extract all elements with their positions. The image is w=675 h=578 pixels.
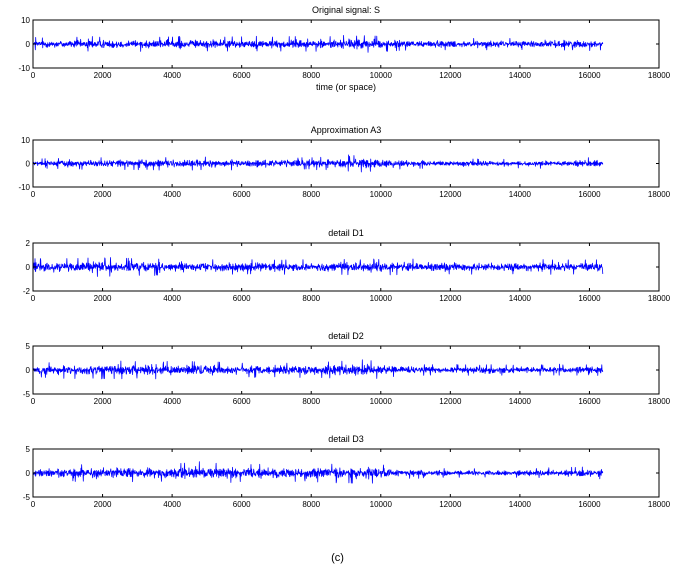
x-tick-label: 0 xyxy=(31,500,36,509)
x-tick-label: 8000 xyxy=(302,294,320,303)
subplot-4: 0 2000 4000 6000 8000 10000 12000 14000 16000 180… xyxy=(23,331,671,406)
x-tick-label: 14000 xyxy=(509,294,532,303)
y-tick-label: 0 xyxy=(26,263,31,272)
x-tick-label: 16000 xyxy=(578,294,601,303)
x-tick-label: 4000 xyxy=(163,71,181,80)
x-tick-label: 10000 xyxy=(370,294,393,303)
subplot-title: Approximation A3 xyxy=(311,125,382,135)
y-tick-label: -10 xyxy=(18,183,30,192)
x-tick-label: 2000 xyxy=(94,71,112,80)
x-tick-label: 8000 xyxy=(302,71,320,80)
x-tick-label: 14000 xyxy=(509,500,532,509)
x-tick-label: 18000 xyxy=(648,294,671,303)
subplot-5: 0 2000 4000 6000 8000 10000 12000 14000 16000 180… xyxy=(23,434,671,509)
x-tick-label: 10000 xyxy=(370,500,393,509)
x-tick-label: 18000 xyxy=(648,71,671,80)
x-tick-label: 6000 xyxy=(233,71,251,80)
x-tick-label: 0 xyxy=(31,190,36,199)
x-tick-label: 16000 xyxy=(578,500,601,509)
x-tick-label: 4000 xyxy=(163,500,181,509)
x-tick-label: 14000 xyxy=(509,190,532,199)
x-tick-label: 4000 xyxy=(163,190,181,199)
x-tick-label: 18000 xyxy=(648,190,671,199)
x-tick-label: 14000 xyxy=(509,397,532,406)
series-line xyxy=(32,257,604,277)
subplot-title: detail D1 xyxy=(328,228,364,238)
x-tick-label: 6000 xyxy=(233,397,251,406)
x-tick-label: 18000 xyxy=(648,397,671,406)
figure-caption: (c) xyxy=(331,552,344,564)
x-tick-label: 10000 xyxy=(370,71,393,80)
x-tick-label: 6000 xyxy=(233,294,251,303)
subplot-title: detail D2 xyxy=(328,331,364,341)
x-tick-label: 10000 xyxy=(370,190,393,199)
x-tick-label: 12000 xyxy=(439,397,462,406)
x-tick-label: 2000 xyxy=(94,190,112,199)
x-tick-label: 12000 xyxy=(439,190,462,199)
x-tick-label: 16000 xyxy=(578,71,601,80)
y-tick-label: 0 xyxy=(26,366,31,375)
y-tick-label: -10 xyxy=(18,64,30,73)
x-tick-label: 14000 xyxy=(509,71,532,80)
x-tick-label: 0 xyxy=(31,397,36,406)
y-tick-label: -2 xyxy=(23,287,31,296)
y-tick-label: 0 xyxy=(26,40,31,49)
x-axis-label: time (or space) xyxy=(316,82,376,92)
x-tick-label: 12000 xyxy=(439,71,462,80)
x-tick-label: 16000 xyxy=(578,397,601,406)
x-tick-label: 0 xyxy=(31,71,36,80)
x-tick-label: 4000 xyxy=(163,294,181,303)
y-tick-label: 0 xyxy=(26,469,31,478)
x-tick-label: 8000 xyxy=(302,397,320,406)
y-tick-label: -5 xyxy=(23,390,31,399)
x-tick-label: 16000 xyxy=(578,190,601,199)
x-tick-label: 12000 xyxy=(439,294,462,303)
x-tick-label: 2000 xyxy=(94,294,112,303)
y-tick-label: 5 xyxy=(26,342,31,351)
x-tick-label: 4000 xyxy=(163,397,181,406)
y-tick-label: 10 xyxy=(21,16,30,25)
x-tick-label: 18000 xyxy=(648,500,671,509)
subplot-title: Original signal: S xyxy=(312,5,380,15)
y-tick-label: 0 xyxy=(26,160,31,169)
series-line xyxy=(32,34,604,53)
x-tick-label: 2000 xyxy=(94,500,112,509)
x-tick-label: 0 xyxy=(31,294,36,303)
x-tick-label: 6000 xyxy=(233,190,251,199)
series-line xyxy=(32,154,604,173)
subplot-title: detail D3 xyxy=(328,434,364,444)
subplot-2: 0 2000 4000 6000 8000 10000 12000 14000 16000 180… xyxy=(18,125,670,199)
y-tick-label: -5 xyxy=(23,493,31,502)
y-tick-label: 10 xyxy=(21,136,30,145)
series-line xyxy=(32,359,604,380)
wavelet-decomposition-figure: 0 2000 4000 6000 8000 10000 12000 14000 16000 180… xyxy=(18,5,671,509)
x-tick-label: 8000 xyxy=(302,500,320,509)
x-tick-label: 6000 xyxy=(233,500,251,509)
x-tick-label: 12000 xyxy=(439,500,462,509)
y-tick-label: 5 xyxy=(26,445,31,454)
x-tick-label: 8000 xyxy=(302,190,320,199)
subplot-3: 0 2000 4000 6000 8000 10000 12000 14000 16000 180… xyxy=(23,228,671,303)
x-tick-label: 2000 xyxy=(94,397,112,406)
x-tick-label: 10000 xyxy=(370,397,393,406)
series-line xyxy=(32,461,604,484)
subplot-1: 0 2000 4000 6000 8000 10000 12000 14000 16000 180… xyxy=(18,5,670,92)
y-tick-label: 2 xyxy=(26,239,31,248)
